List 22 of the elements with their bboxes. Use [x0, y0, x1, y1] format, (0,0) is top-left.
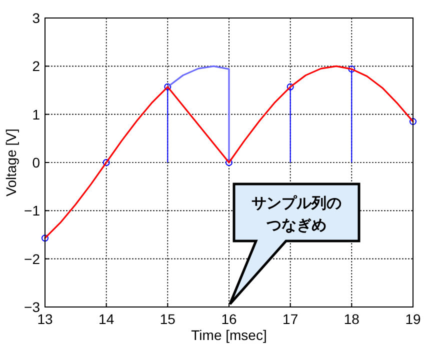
- point: [348, 66, 356, 73]
- point: [226, 159, 232, 166]
- y-tick-label: −2: [24, 250, 40, 267]
- y-tick-label: −1: [24, 202, 40, 219]
- x-tick-label: 18: [344, 311, 360, 327]
- point: [164, 83, 172, 90]
- y-axis-title: Voltage [V]: [3, 128, 19, 196]
- point: [42, 234, 48, 242]
- y-tick-label: 0: [32, 154, 40, 170]
- y-tick-label: 1: [32, 106, 40, 122]
- y-tick-label: 3: [32, 10, 40, 26]
- x-tick-label: 14: [98, 311, 114, 327]
- point: [286, 83, 294, 90]
- point: [102, 159, 110, 166]
- annotation: サンプル列のつなぎめ: [252, 195, 342, 234]
- x-tick-label: 17: [282, 311, 298, 327]
- point: [410, 118, 416, 126]
- x-tick-label: 15: [160, 311, 176, 327]
- x-tick-label: 16: [221, 311, 237, 327]
- x-axis-title: Time [msec]: [191, 327, 267, 343]
- x-tick-label: 19: [405, 311, 421, 327]
- y-tick-label: 2: [32, 58, 40, 74]
